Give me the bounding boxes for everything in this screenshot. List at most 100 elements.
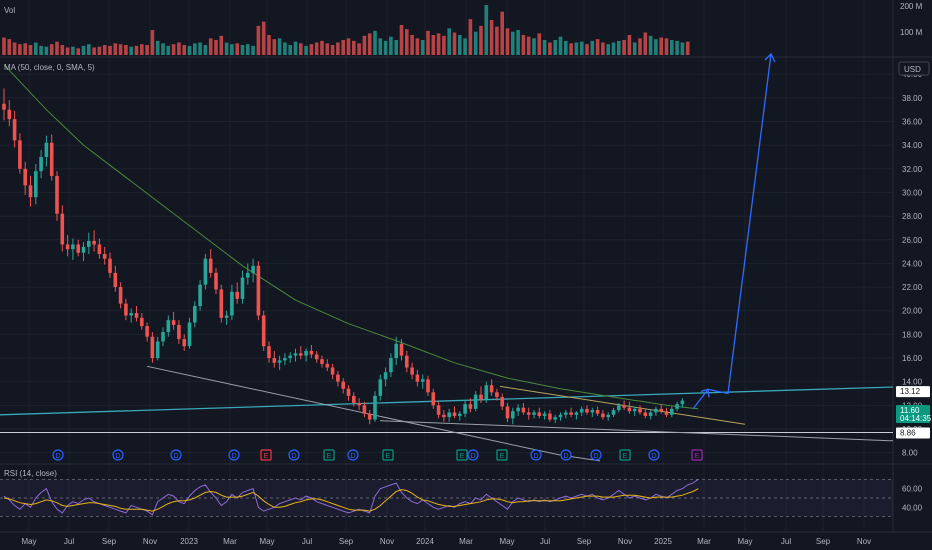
candle-body-41 bbox=[219, 289, 224, 318]
volume-bar-92 bbox=[489, 20, 494, 55]
volume-bar-120 bbox=[638, 38, 642, 55]
currency-badge[interactable]: USD bbox=[898, 61, 930, 76]
time-label-14: Sep bbox=[577, 537, 592, 546]
level-label-text-0: 13.12 bbox=[900, 387, 921, 396]
candle-body-89 bbox=[473, 394, 478, 409]
volume-bar-64 bbox=[341, 40, 345, 55]
candle-body-85 bbox=[452, 412, 457, 416]
volume-bar-74 bbox=[394, 40, 398, 55]
candle-body-122 bbox=[648, 412, 653, 416]
volume-bar-27 bbox=[145, 45, 149, 55]
candle-body-32 bbox=[171, 320, 176, 325]
volume-bar-54 bbox=[288, 45, 292, 55]
volume-bar-39 bbox=[208, 38, 213, 55]
candle-body-121 bbox=[643, 412, 648, 416]
price-tick-11: 30.00 bbox=[902, 188, 923, 197]
forecast-arrows[interactable] bbox=[692, 52, 776, 410]
time-label-11: Mar bbox=[459, 537, 473, 546]
volume-bar-88 bbox=[468, 19, 473, 56]
price-tick-12: 32.00 bbox=[902, 165, 923, 174]
volume-bar-6 bbox=[34, 42, 38, 55]
event-dividend-12 bbox=[530, 449, 542, 461]
volume-bar-52 bbox=[277, 38, 282, 55]
volume-bar-42 bbox=[224, 42, 229, 55]
candle-body-42 bbox=[224, 315, 229, 318]
volume-bar-103 bbox=[548, 42, 552, 55]
forecast-path bbox=[692, 53, 772, 410]
lower-wedge-line bbox=[146, 365, 561, 456]
candle-body-49 bbox=[261, 315, 266, 347]
candle-body-29 bbox=[155, 341, 160, 359]
volume-bar-128 bbox=[680, 42, 685, 55]
volume-bar-55 bbox=[293, 41, 298, 55]
volume-bar-83 bbox=[442, 35, 446, 55]
candle-body-26 bbox=[140, 317, 144, 327]
candle-body-123 bbox=[654, 408, 658, 413]
price-tick-7: 22.00 bbox=[902, 283, 923, 292]
candle-body-103 bbox=[548, 413, 552, 420]
candle-body-4 bbox=[23, 168, 27, 186]
event-earnings-4 bbox=[260, 449, 272, 461]
rsi-line bbox=[3, 478, 699, 516]
trend-lines[interactable] bbox=[0, 365, 894, 462]
candle-body-39 bbox=[208, 258, 213, 273]
volume-bar-94 bbox=[500, 11, 504, 55]
price-pane-label: MA (50, close, 0, SMA, 5) bbox=[4, 63, 95, 72]
time-label-9: Nov bbox=[380, 537, 394, 546]
candle-body-59 bbox=[314, 354, 319, 360]
volume-bar-81 bbox=[431, 35, 436, 55]
event-earnings-9 bbox=[456, 449, 468, 461]
time-label-5: Mar bbox=[223, 537, 237, 546]
rsi-tick-1: 40.00 bbox=[902, 503, 923, 512]
volume-bar-50 bbox=[267, 35, 271, 55]
candle-body-126 bbox=[670, 408, 674, 415]
candle-body-74 bbox=[394, 343, 398, 359]
candle-body-50 bbox=[267, 346, 271, 359]
volume-bar-99 bbox=[526, 36, 531, 55]
volume-bar-112 bbox=[595, 39, 600, 55]
time-label-19: Jul bbox=[781, 537, 791, 546]
candle-body-77 bbox=[410, 367, 414, 375]
candle-body-3 bbox=[18, 140, 22, 169]
support-trendline bbox=[379, 420, 894, 442]
event-label-0: D bbox=[55, 453, 60, 460]
candle-body-27 bbox=[145, 326, 149, 337]
volume-bar-117 bbox=[622, 40, 626, 55]
volume-bar-44 bbox=[235, 43, 239, 55]
candle-body-54 bbox=[288, 355, 292, 359]
volume-bar-49 bbox=[261, 21, 266, 56]
candle-body-118 bbox=[627, 407, 632, 412]
volume-bar-97 bbox=[516, 30, 520, 55]
candle-body-28 bbox=[150, 336, 155, 359]
candle-body-0 bbox=[2, 103, 6, 110]
volume-bar-108 bbox=[574, 42, 579, 55]
volume-bar-89 bbox=[473, 31, 478, 55]
volume-bar-59 bbox=[314, 42, 319, 55]
price-tick-15: 38.00 bbox=[902, 94, 923, 103]
volume-bar-62 bbox=[330, 45, 335, 55]
candle-body-58 bbox=[309, 350, 314, 355]
volume-bar-2 bbox=[12, 42, 17, 55]
price-tick-5: 18.00 bbox=[902, 330, 923, 339]
volume-bar-110 bbox=[585, 44, 589, 55]
candle-body-23 bbox=[124, 303, 128, 316]
volume-bar-15 bbox=[81, 45, 86, 55]
volume-bar-113 bbox=[601, 42, 605, 55]
candle-body-70 bbox=[373, 395, 377, 420]
event-label-17: E bbox=[695, 453, 700, 460]
candle-body-113 bbox=[601, 413, 605, 418]
volume-bar-63 bbox=[336, 42, 340, 55]
candle-body-94 bbox=[500, 397, 504, 407]
candle-body-124 bbox=[659, 408, 663, 412]
candle-body-6 bbox=[34, 171, 38, 198]
candle-body-108 bbox=[574, 412, 579, 415]
volume-bar-124 bbox=[659, 37, 663, 55]
volume-bar-79 bbox=[420, 40, 425, 55]
price-tick-3: 14.00 bbox=[902, 378, 923, 387]
candle-body-43 bbox=[230, 291, 234, 316]
candle-body-84 bbox=[447, 412, 451, 418]
candle-body-5 bbox=[28, 185, 33, 198]
